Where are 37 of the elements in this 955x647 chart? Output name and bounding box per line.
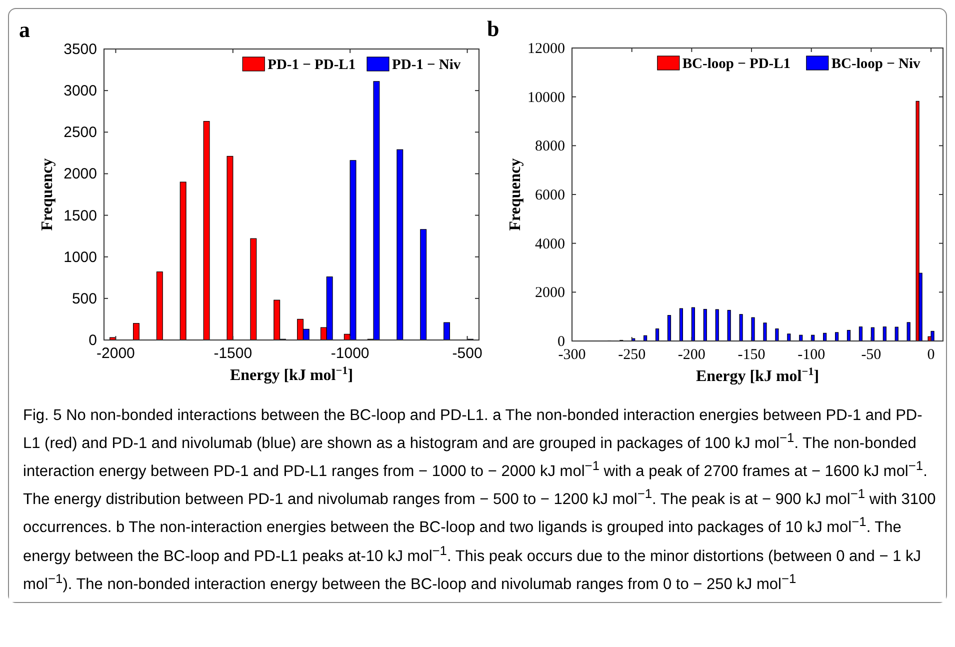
x-tick-label: -100 [798,347,826,363]
y-tick-label: 8000 [535,138,565,155]
x-tick-label: 0 [927,347,935,363]
y-tick-label: 0 [88,332,97,349]
y-axis-title: Frequency [39,158,56,231]
y-tick-label: 3500 [64,41,97,58]
y-tick-label: 12000 [528,41,565,57]
y-tick-label: 2500 [64,124,97,142]
y-tick-label: 500 [72,290,97,308]
y-tick-label: 2000 [535,285,565,302]
x-tick-label: -250 [618,347,646,363]
y-tick-label: 1500 [64,207,97,224]
x-tick-label: -300 [558,347,586,363]
y-tick-label: 1000 [64,248,97,266]
legend-label: BC-loop − PD-L1 [682,56,791,72]
y-tick-label: 4000 [535,236,565,252]
x-tick-label: -500 [452,345,482,362]
x-tick-label: -1500 [214,345,252,362]
legend-label: PD-1 − PD-L1 [268,57,356,73]
y-tick-label: 0 [558,334,565,350]
x-axis-title: Energy [kJ mol$^{−1}$] [230,365,354,384]
x-tick-label: -50 [861,347,882,363]
x-tick-label: -200 [678,347,706,363]
y-tick-label: 3000 [64,82,97,100]
y-tick-label: 6000 [535,188,565,204]
x-tick-label: -2000 [96,345,135,362]
chart-title: a [19,17,30,42]
x-axis-title: Energy [kJ mol$^{−1}$] [696,366,820,385]
y-tick-label: 2000 [64,166,97,183]
legend-label: BC-loop − Niv [831,56,921,72]
text: Fig. 5 No non-bonded interactions between the BC-loop and PD-L1. a The non-bonded interaction energies between PD-1 and PD-L1 (red) and PD-1 and nivolumab (blue) are shown as a histogram and are grouped in packages of 100 kJ mol$^{−1}$. The non-bonded interaction energy between PD-1 and PD-L1 ranges from − 1000 to − 2000 kJ mol$^{−1}$ with a peak of 2700 frames at − 1600 kJ mol$^{−1}$. The energy distribution between PD-1 and nivolumab ranges from − 500 to − 1200 kJ mol$^{−1}$. The peak is at − 900 kJ mol$^{−1}$ with 3100 occurrences. b The non-interaction energies between the BC-loop and two ligands is grouped into packages of 10 kJ mol$^{−1}$. The energy between the BC-loop and PD-L1 peaks at-10 kJ mol$^{−1}$. This peak occurs due to the minor distortions (between 0 and − 1 kJ mol$^{−1}$). The non-bonded interaction energy between the BC-loop and nivolumab ranges from 0 to − 250 kJ mol$^{−1}$ [23,407,936,593]
x-tick-label: -150 [738,347,766,363]
x-tick-label: -1000 [330,345,370,362]
y-axis-title: Frequency [507,158,524,231]
legend-label: PD-1 − Niv [392,57,462,73]
chart-title: b [487,16,500,41]
y-tick-label: 10000 [528,90,565,106]
